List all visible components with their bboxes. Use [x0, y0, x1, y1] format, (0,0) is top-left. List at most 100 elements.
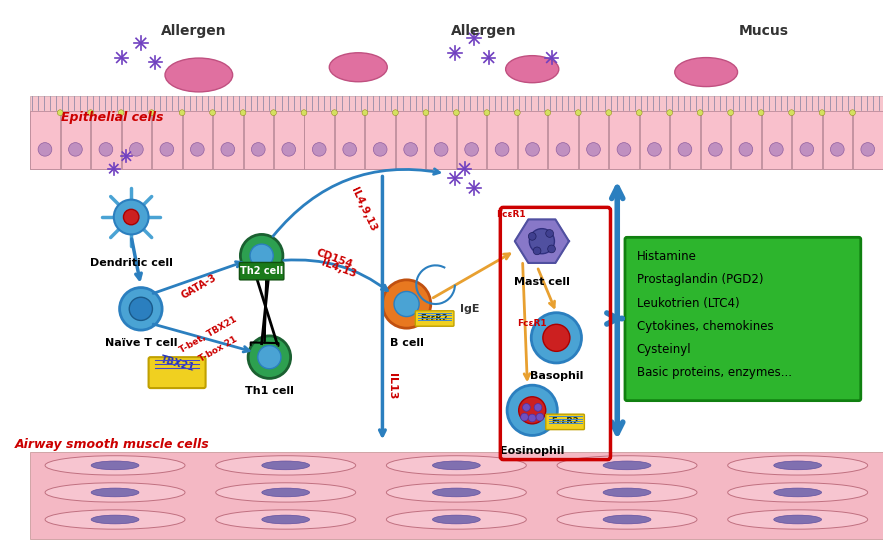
Ellipse shape [215, 483, 356, 502]
Ellipse shape [434, 143, 448, 156]
Ellipse shape [617, 143, 630, 156]
Ellipse shape [769, 143, 783, 156]
Circle shape [545, 110, 551, 116]
Circle shape [758, 110, 764, 116]
Circle shape [119, 288, 162, 330]
Circle shape [118, 110, 124, 116]
Ellipse shape [603, 488, 651, 497]
Bar [761, 111, 791, 169]
Text: TBX21: TBX21 [159, 354, 196, 373]
Circle shape [484, 110, 490, 116]
Text: Mucus: Mucus [739, 24, 789, 37]
Bar [823, 111, 852, 169]
Text: FcεR2: FcεR2 [551, 418, 579, 426]
Text: Allergen: Allergen [451, 24, 517, 37]
Ellipse shape [728, 456, 868, 475]
Circle shape [576, 110, 581, 116]
Text: T-bet, TBX21: T-bet, TBX21 [178, 315, 238, 355]
Ellipse shape [830, 143, 844, 156]
Circle shape [454, 110, 459, 116]
Ellipse shape [45, 456, 185, 475]
Ellipse shape [586, 143, 600, 156]
Text: CD154: CD154 [314, 247, 354, 270]
Circle shape [258, 345, 281, 369]
Text: Th2 cell: Th2 cell [240, 266, 283, 276]
Ellipse shape [404, 143, 418, 156]
Ellipse shape [191, 143, 204, 156]
Bar [366, 111, 395, 169]
Text: Leukotrien (LTC4): Leukotrien (LTC4) [637, 296, 739, 310]
Ellipse shape [313, 143, 326, 156]
Bar [517, 111, 547, 169]
Circle shape [543, 325, 570, 352]
Ellipse shape [464, 143, 479, 156]
Ellipse shape [343, 143, 357, 156]
Text: T-box 21: T-box 21 [198, 335, 238, 364]
Bar [792, 111, 821, 169]
Text: IgE: IgE [460, 304, 479, 314]
Text: Allergen: Allergen [162, 24, 227, 37]
Bar [487, 111, 517, 169]
Circle shape [533, 247, 541, 255]
Ellipse shape [262, 461, 310, 470]
Text: GATA-3: GATA-3 [179, 273, 218, 301]
Circle shape [849, 110, 856, 116]
Circle shape [606, 110, 612, 116]
Circle shape [536, 413, 544, 421]
Ellipse shape [774, 461, 821, 470]
Text: IL4,9,13: IL4,9,13 [349, 186, 378, 233]
Text: IL4,13: IL4,13 [321, 257, 358, 279]
Circle shape [534, 403, 542, 411]
Bar [61, 111, 90, 169]
Circle shape [114, 199, 148, 234]
Bar [609, 111, 638, 169]
Text: IL13: IL13 [388, 373, 397, 399]
Ellipse shape [252, 143, 265, 156]
Circle shape [698, 110, 703, 116]
Text: Basic proteins, enzymes...: Basic proteins, enzymes... [637, 366, 791, 379]
Text: Basophil: Basophil [530, 371, 583, 381]
Circle shape [528, 414, 536, 422]
Circle shape [515, 110, 520, 116]
Circle shape [87, 110, 94, 116]
Text: B cell: B cell [389, 338, 424, 348]
Circle shape [523, 403, 531, 411]
FancyBboxPatch shape [148, 357, 206, 388]
Circle shape [362, 110, 368, 116]
Bar [152, 111, 182, 169]
Ellipse shape [387, 456, 526, 475]
Ellipse shape [45, 510, 185, 529]
Bar [396, 111, 426, 169]
Bar [122, 111, 151, 169]
Ellipse shape [678, 143, 691, 156]
Ellipse shape [215, 510, 356, 529]
Ellipse shape [160, 143, 174, 156]
Circle shape [382, 280, 431, 328]
Text: Dendritic cell: Dendritic cell [90, 258, 172, 268]
Bar [670, 111, 699, 169]
Circle shape [209, 110, 215, 116]
Circle shape [789, 110, 795, 116]
Text: Epithelial cells: Epithelial cells [61, 111, 163, 124]
Circle shape [518, 397, 546, 424]
Circle shape [667, 110, 673, 116]
Ellipse shape [647, 143, 661, 156]
Circle shape [179, 110, 185, 116]
Ellipse shape [329, 53, 388, 82]
Ellipse shape [495, 143, 509, 156]
Circle shape [393, 110, 398, 116]
Text: Th1 cell: Th1 cell [245, 386, 294, 396]
Bar [30, 111, 60, 169]
Bar [335, 111, 365, 169]
Ellipse shape [557, 483, 697, 502]
Ellipse shape [91, 461, 139, 470]
Circle shape [301, 110, 307, 116]
Text: Histamine: Histamine [637, 250, 697, 263]
Ellipse shape [774, 488, 821, 497]
Circle shape [529, 229, 555, 254]
Ellipse shape [675, 58, 737, 87]
Circle shape [728, 110, 734, 116]
Ellipse shape [262, 515, 310, 524]
Ellipse shape [91, 515, 139, 524]
Ellipse shape [221, 143, 235, 156]
